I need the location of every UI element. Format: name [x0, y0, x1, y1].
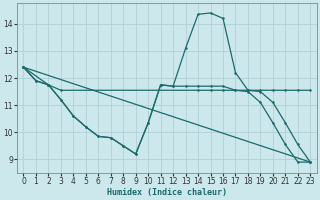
X-axis label: Humidex (Indice chaleur): Humidex (Indice chaleur)	[107, 188, 227, 197]
